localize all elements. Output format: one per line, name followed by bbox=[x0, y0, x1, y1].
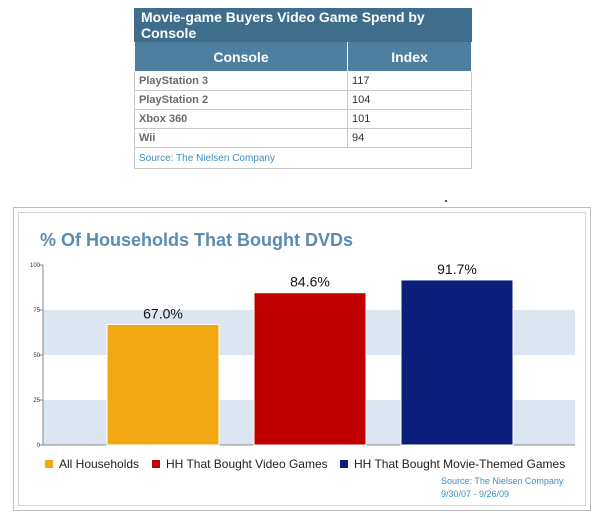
chart-source: Source: The Nielsen Company 9/30/07 - 9/… bbox=[441, 475, 563, 501]
bar bbox=[253, 292, 367, 446]
table-source: Source: The Nielsen Company bbox=[134, 147, 472, 169]
legend-swatch bbox=[152, 460, 160, 468]
index-cell: 94 bbox=[347, 128, 472, 148]
chart-date-range: 9/30/07 - 9/26/09 bbox=[441, 489, 510, 499]
data-label: 84.6% bbox=[290, 274, 330, 290]
table-title: Movie-game Buyers Video Game Spend by Co… bbox=[134, 8, 472, 42]
chart-title: % Of Households That Bought DVDs bbox=[40, 230, 353, 250]
column-header-console: Console bbox=[134, 41, 348, 72]
bar bbox=[106, 323, 220, 446]
legend-label: HH That Bought Movie-Themed Games bbox=[354, 457, 566, 471]
table-row: Xbox 360 101 bbox=[134, 109, 472, 129]
y-tick-label: 75 bbox=[33, 308, 40, 314]
legend-item-video-games: HH That Bought Video Games bbox=[152, 457, 328, 471]
stray-mark bbox=[445, 200, 447, 202]
index-cell: 101 bbox=[347, 109, 472, 129]
y-tick-label: 100 bbox=[30, 263, 41, 269]
data-label: 91.7% bbox=[437, 261, 477, 277]
legend-swatch bbox=[340, 460, 348, 468]
bar bbox=[400, 279, 514, 446]
y-tick-label: 0 bbox=[37, 443, 41, 449]
y-tick-label: 50 bbox=[33, 353, 40, 359]
console-index-table: Movie-game Buyers Video Game Spend by Co… bbox=[134, 8, 472, 169]
legend-label: All Households bbox=[59, 457, 140, 471]
table-row: Wii 94 bbox=[134, 128, 472, 148]
chart-source-line: Source: The Nielsen Company bbox=[441, 476, 564, 486]
data-label: 67.0% bbox=[143, 305, 183, 321]
legend-label: HH That Bought Video Games bbox=[166, 457, 328, 471]
index-cell: 117 bbox=[347, 71, 472, 91]
legend-item-all-households: All Households bbox=[45, 457, 139, 471]
chart-frame bbox=[13, 207, 591, 511]
column-header-index: Index bbox=[347, 41, 472, 72]
legend-item-movie-themed-games: HH That Bought Movie-Themed Games bbox=[340, 457, 565, 471]
y-tick-label: 25 bbox=[33, 398, 40, 404]
legend-swatch bbox=[45, 460, 53, 468]
